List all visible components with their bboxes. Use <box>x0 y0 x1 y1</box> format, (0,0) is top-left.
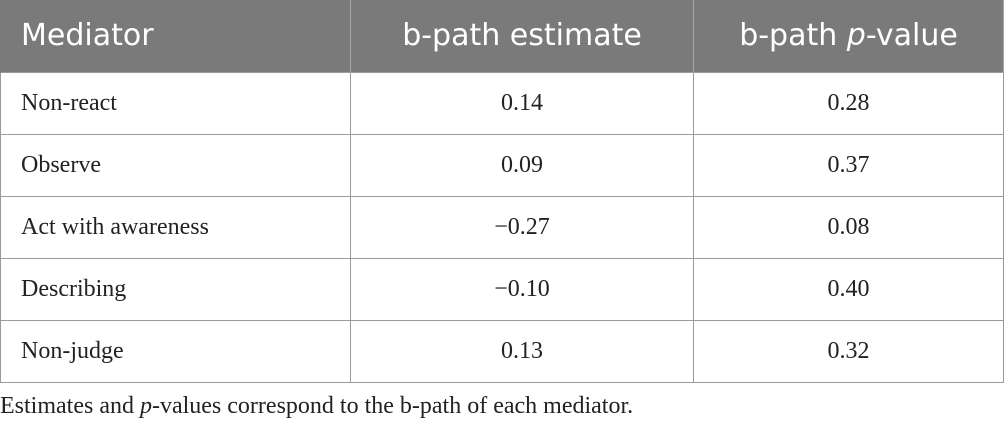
mediator-results-table: Mediator b-path estimate b-path p-value … <box>0 0 1004 383</box>
cell-mediator: Act with awareness <box>0 195 351 259</box>
header-mediator: Mediator <box>0 0 351 72</box>
cell-mediator: Non-judge <box>0 319 351 383</box>
footnote-before: Estimates and <box>0 393 140 419</box>
table-row: Non-judge 0.13 0.32 <box>0 319 1004 383</box>
footnote-after: -values correspond to the b-path of each… <box>151 393 634 419</box>
cell-estimate: 0.09 <box>350 133 694 197</box>
table-footnote: Estimates and p-values correspond to the… <box>0 393 633 420</box>
header-estimate: b-path estimate <box>350 0 694 72</box>
cell-estimate: 0.13 <box>350 319 694 383</box>
header-pvalue-italic: p <box>846 18 866 54</box>
results-table-container: Mediator b-path estimate b-path p-value … <box>0 0 1004 383</box>
cell-pvalue: 0.32 <box>693 319 1004 383</box>
table-row: Non-react 0.14 0.28 <box>0 71 1004 135</box>
cell-pvalue: 0.28 <box>693 71 1004 135</box>
cell-estimate: −0.10 <box>350 257 694 321</box>
table-header-row: Mediator b-path estimate b-path p-value <box>0 0 1004 72</box>
cell-pvalue: 0.37 <box>693 133 1004 197</box>
cell-estimate: −0.27 <box>350 195 694 259</box>
header-pvalue-prefix: b-path <box>739 18 847 54</box>
table-row: Act with awareness −0.27 0.08 <box>0 195 1004 259</box>
cell-pvalue: 0.08 <box>693 195 1004 259</box>
cell-estimate: 0.14 <box>350 71 694 135</box>
cell-mediator: Observe <box>0 133 351 197</box>
table-row: Observe 0.09 0.37 <box>0 133 1004 197</box>
cell-pvalue: 0.40 <box>693 257 1004 321</box>
cell-mediator: Non-react <box>0 71 351 135</box>
footnote-italic: p <box>139 393 152 419</box>
header-pvalue: b-path p-value <box>693 0 1004 72</box>
header-pvalue-suffix: -value <box>865 18 958 54</box>
table-row: Describing −0.10 0.40 <box>0 257 1004 321</box>
cell-mediator: Describing <box>0 257 351 321</box>
